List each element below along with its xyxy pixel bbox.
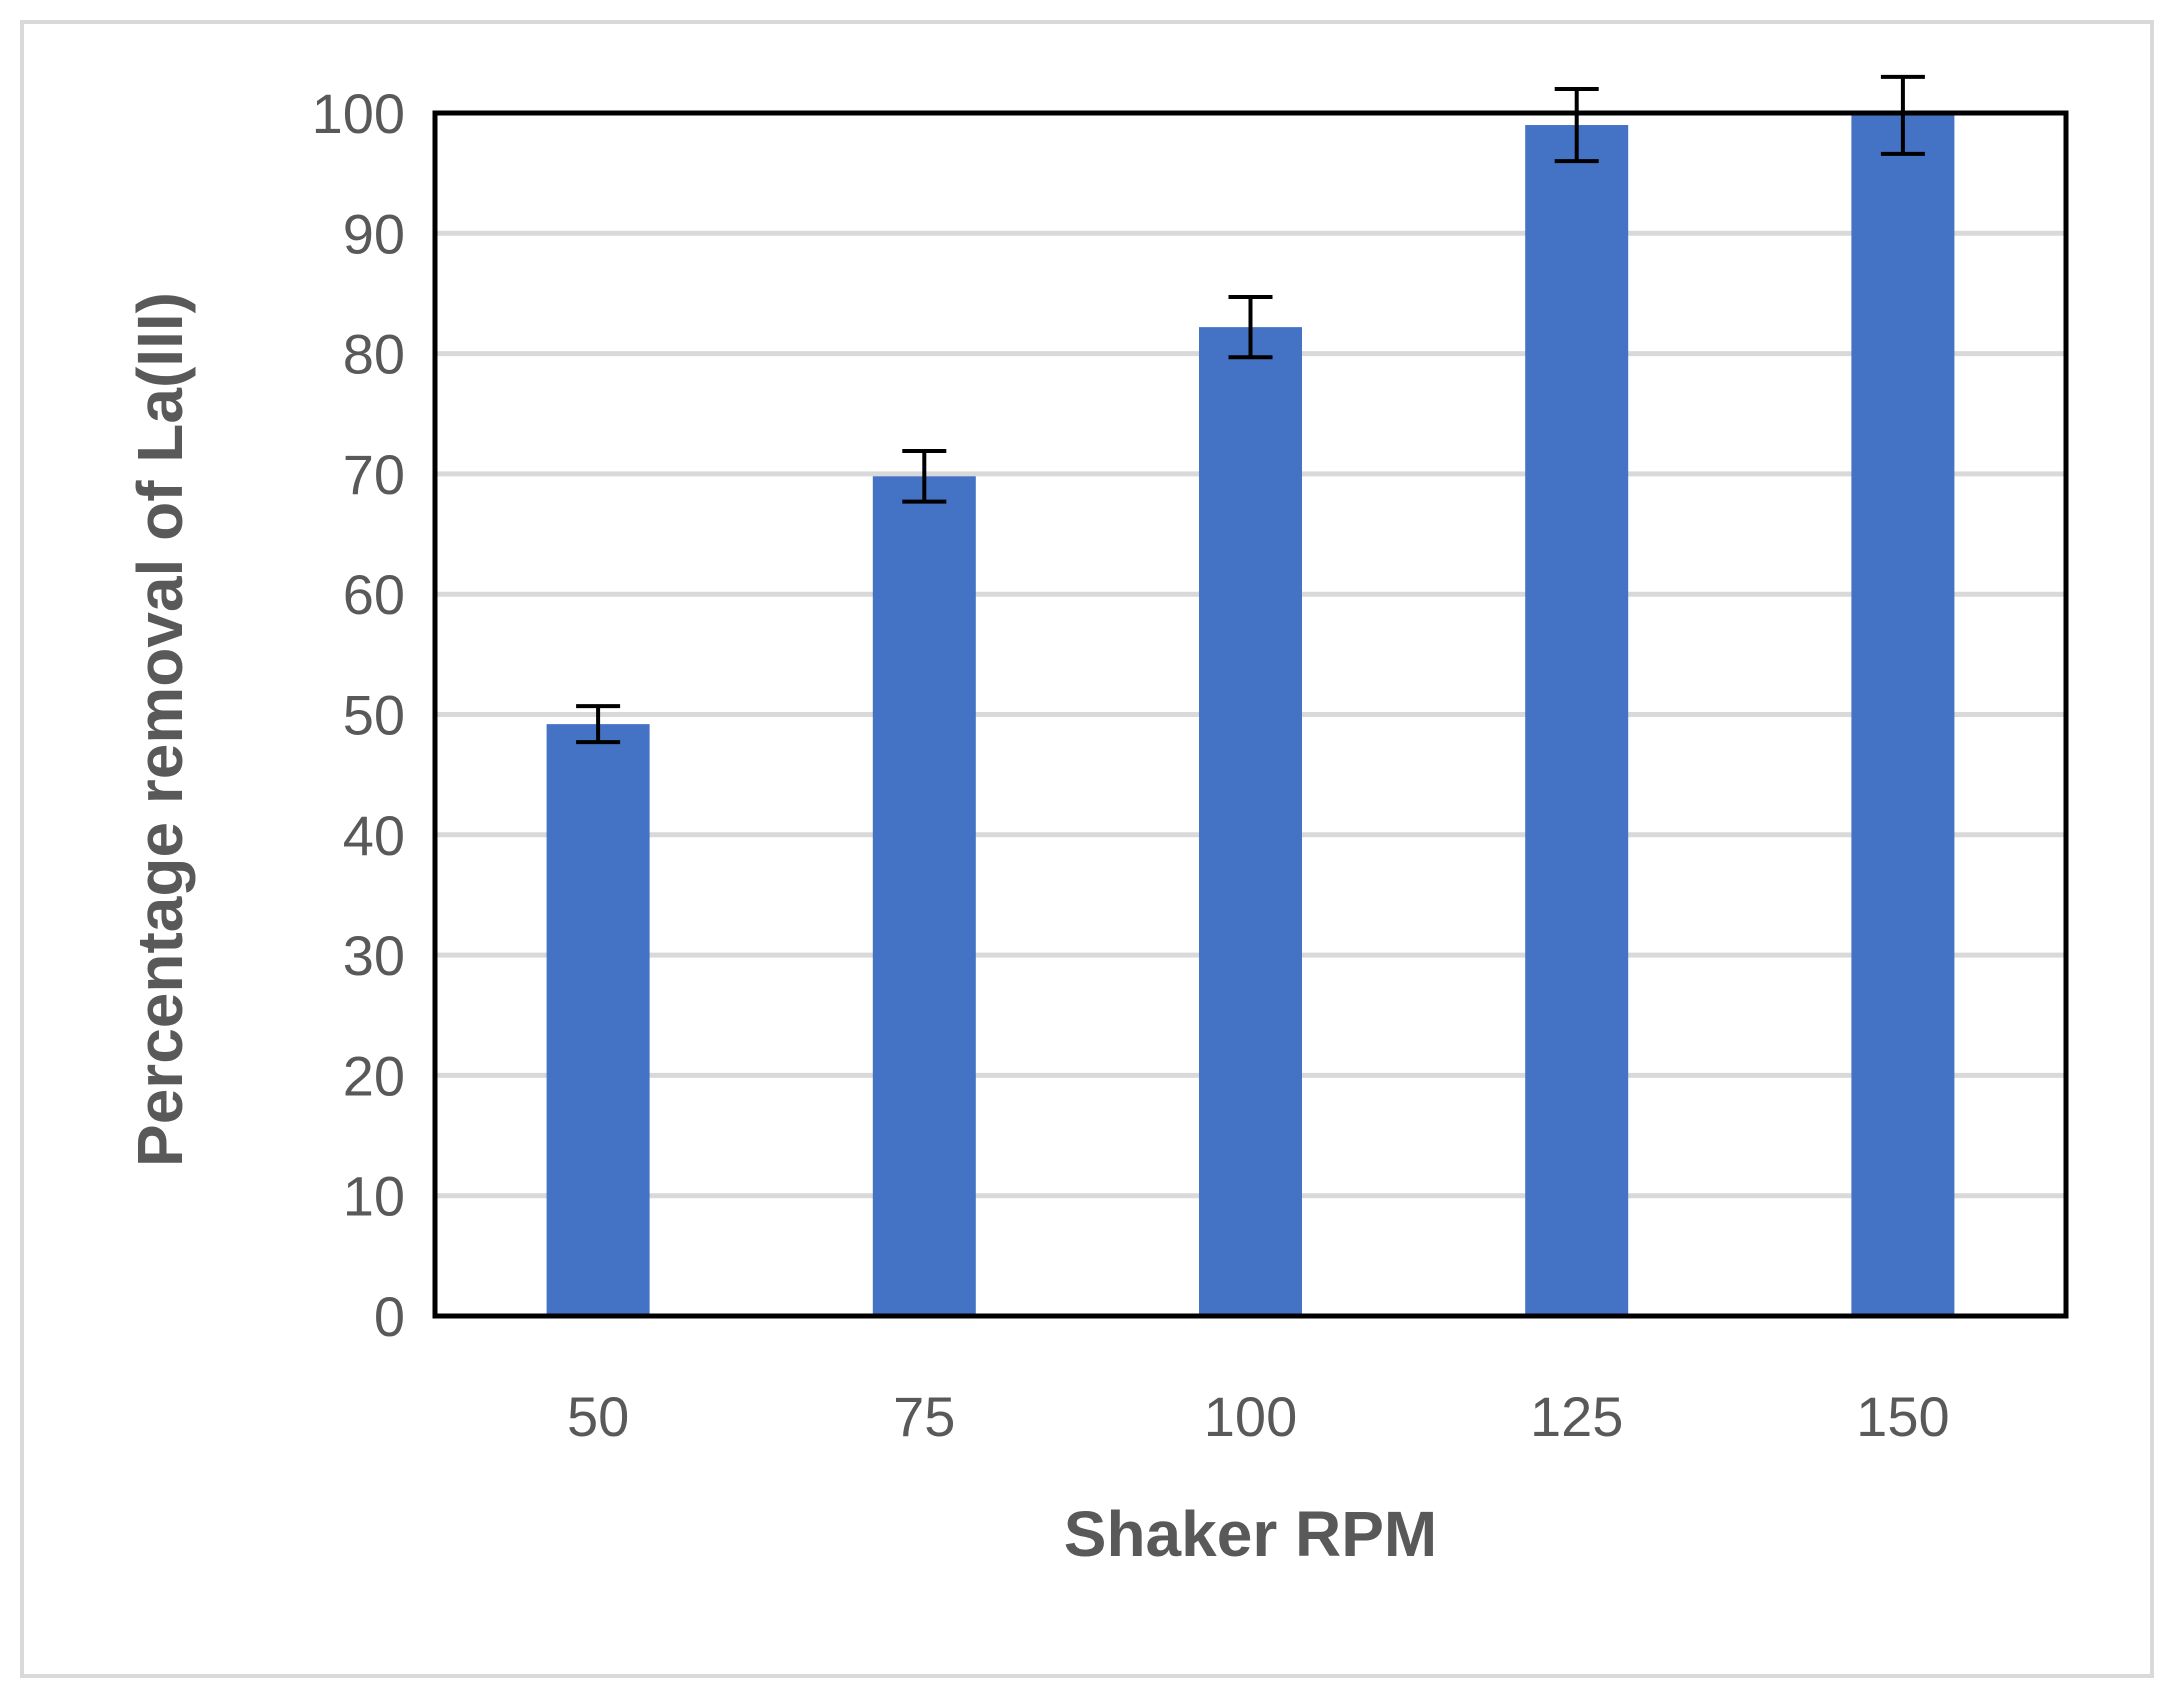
error-bar-100 <box>1228 295 1273 360</box>
x-axis-title: Shaker RPM <box>1064 1498 1437 1570</box>
y-tick-labels: 0 10 20 30 40 50 60 70 80 90 100 <box>312 82 405 1348</box>
x-tick-label: 50 <box>567 1385 629 1448</box>
x-tick-label: 100 <box>1204 1385 1297 1448</box>
x-tick-labels: 50 75 100 125 150 <box>567 1385 1950 1448</box>
y-tick-label: 40 <box>343 804 405 867</box>
y-tick-label: 20 <box>343 1044 405 1107</box>
bar-125 <box>1525 125 1629 1316</box>
y-tick-label: 60 <box>343 563 405 626</box>
bars <box>546 115 1955 1316</box>
bar-50 <box>546 724 650 1316</box>
bar-75 <box>872 476 976 1316</box>
x-tick-label: 125 <box>1530 1385 1623 1448</box>
y-tick-label: 30 <box>343 924 405 987</box>
error-bar-75 <box>902 449 947 504</box>
y-tick-label: 100 <box>312 82 405 145</box>
y-axis-title: Percentage removal of La(III) <box>124 292 196 1167</box>
y-tick-label: 50 <box>343 684 405 747</box>
y-tick-label: 90 <box>343 202 405 265</box>
plot-area-border <box>432 110 2069 1319</box>
x-tick-label: 150 <box>1856 1385 1949 1448</box>
y-tick-label: 70 <box>343 443 405 506</box>
y-tick-label: 10 <box>343 1165 405 1228</box>
x-tick-label: 75 <box>893 1385 955 1448</box>
chart-frame <box>20 20 2154 1678</box>
bar-150 <box>1851 115 1955 1316</box>
error-bar-125 <box>1554 86 1599 164</box>
error-bar-50 <box>576 704 621 745</box>
bar-100 <box>1199 327 1302 1316</box>
y-tick-label: 0 <box>374 1285 405 1348</box>
y-tick-label: 80 <box>343 323 405 386</box>
